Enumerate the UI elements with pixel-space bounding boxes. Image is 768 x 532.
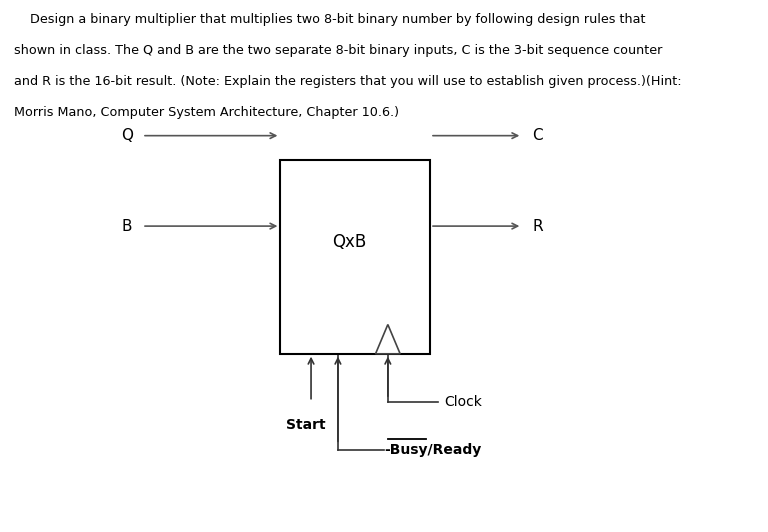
Text: Morris Mano, Computer System Architecture, Chapter 10.6.): Morris Mano, Computer System Architectur… <box>14 106 399 119</box>
Polygon shape <box>376 325 400 354</box>
Text: Clock: Clock <box>444 395 482 409</box>
Text: R: R <box>532 219 543 234</box>
Text: shown in class. The Q and B are the two separate 8-bit binary inputs, C is the 3: shown in class. The Q and B are the two … <box>14 44 662 57</box>
Text: Design a binary multiplier that multiplies two 8-bit binary number by following : Design a binary multiplier that multipli… <box>14 13 645 26</box>
Text: -Busy/Ready: -Busy/Ready <box>384 443 482 456</box>
Text: B: B <box>121 219 132 234</box>
Text: QxB: QxB <box>333 233 366 251</box>
Text: Start: Start <box>286 418 326 431</box>
Text: Q: Q <box>121 128 133 143</box>
Text: C: C <box>532 128 543 143</box>
Text: and R is the 16-bit result. (Note: Explain the registers that you will use to es: and R is the 16-bit result. (Note: Expla… <box>14 75 681 88</box>
Bar <box>280 160 430 354</box>
